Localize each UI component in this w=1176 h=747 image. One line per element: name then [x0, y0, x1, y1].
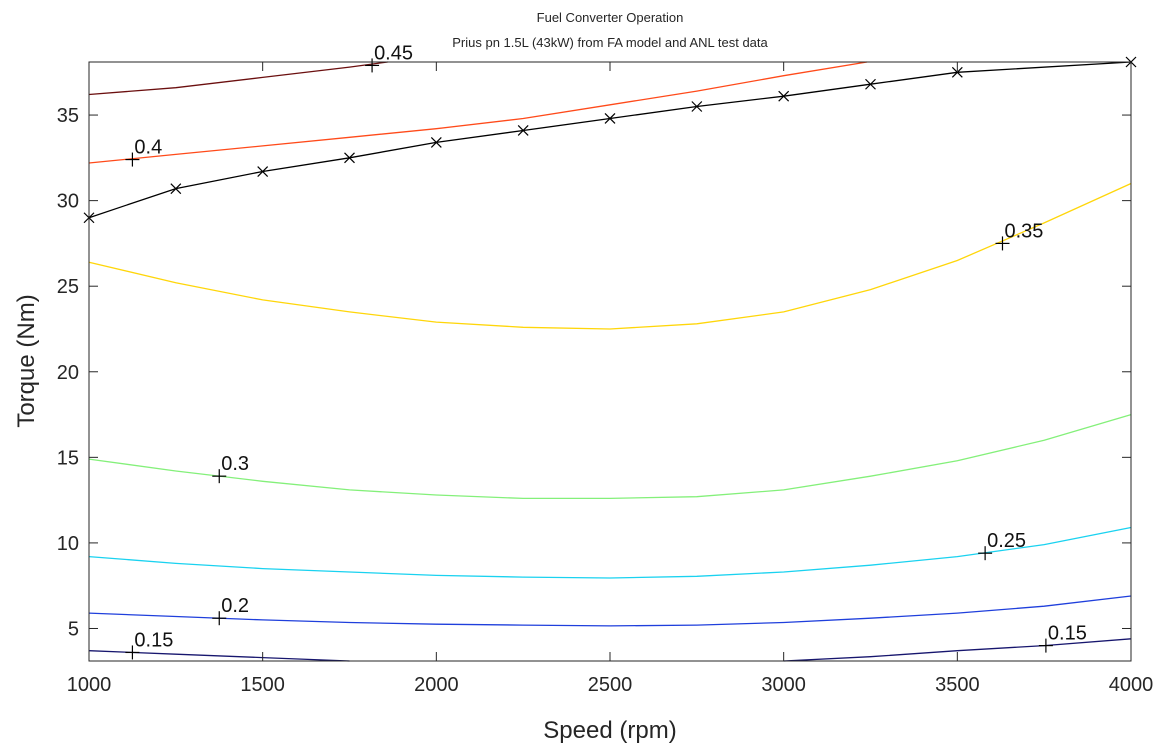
series-line-8: [88, 61, 1132, 219]
y-tick-label: 20: [57, 362, 79, 384]
contour-label-text: 0.25: [987, 530, 1026, 552]
series-line-4: [88, 526, 1132, 579]
data-point-marker: [170, 183, 182, 195]
series-line-3: [88, 413, 1132, 500]
x-tick-label: 2500: [588, 674, 633, 696]
x-tick-label: 2000: [414, 674, 459, 696]
series-line-7: [783, 638, 1132, 662]
contour-label-text: 0.4: [134, 137, 162, 159]
chart-subtitle: Prius pn 1.5L (43kW) from FA model and A…: [452, 35, 768, 50]
contour-label-text: 0.3: [221, 453, 249, 475]
contour-label-4: 0.25: [978, 530, 1026, 561]
data-point-marker: [865, 78, 876, 90]
contour-label-6: 0.15: [125, 629, 173, 660]
contour-label-text: 0.45: [374, 42, 413, 64]
series-line-1: [88, 61, 868, 164]
contour-label-3: 0.3: [212, 453, 249, 484]
x-tick-label: 4000: [1109, 674, 1154, 696]
contour-label-text: 0.2: [221, 595, 249, 617]
data-point-marker: [344, 152, 355, 164]
data-point-marker: [430, 137, 442, 148]
series-line-0: [88, 61, 388, 96]
contour-label-1: 0.4: [125, 137, 162, 167]
contour-labels: 0.45 0.4 0.35 0.3 0.25 0.2 0.15 0.15: [125, 42, 1087, 660]
y-axis-label: Torque (Nm): [13, 294, 40, 427]
data-point-marker: [778, 90, 790, 102]
data-point-marker: [257, 166, 269, 177]
contour-label-2: 0.35: [995, 220, 1043, 251]
data-point-marker: [517, 125, 529, 136]
x-axis-label: Speed (rpm): [543, 717, 676, 744]
y-tick-label: 30: [57, 191, 79, 213]
x-tick-label: 3500: [935, 674, 980, 696]
x-axis-ticks: 1000 1500 2000 2500 3000 3500 4000: [67, 62, 1154, 696]
series-line-2: [88, 182, 1132, 330]
point-markers: [83, 56, 1137, 224]
y-tick-label: 10: [57, 533, 79, 555]
x-tick-label: 1000: [67, 674, 112, 696]
data-point-marker: [691, 101, 703, 112]
series-line-5: [88, 595, 1132, 627]
y-tick-label: 5: [68, 618, 79, 640]
contour-label-5: 0.2: [212, 595, 249, 626]
y-tick-label: 25: [57, 276, 79, 298]
y-tick-label: 35: [57, 105, 79, 127]
contour-lines: [88, 61, 1132, 662]
y-axis-ticks: 5 10 15 20 25 30 35: [57, 105, 1131, 640]
contour-label-7: 0.15: [1038, 623, 1087, 653]
contour-label-text: 0.15: [134, 629, 173, 651]
contour-label-0: 0.45: [365, 42, 413, 73]
y-tick-label: 15: [57, 447, 79, 469]
contour-label-text: 0.35: [1004, 220, 1043, 242]
chart-title: Fuel Converter Operation: [537, 10, 684, 25]
data-point-marker: [604, 113, 616, 124]
x-tick-label: 3000: [761, 674, 806, 696]
contour-label-text: 0.15: [1048, 623, 1087, 645]
data-point-marker: [951, 66, 963, 78]
x-tick-label: 1500: [240, 674, 285, 696]
